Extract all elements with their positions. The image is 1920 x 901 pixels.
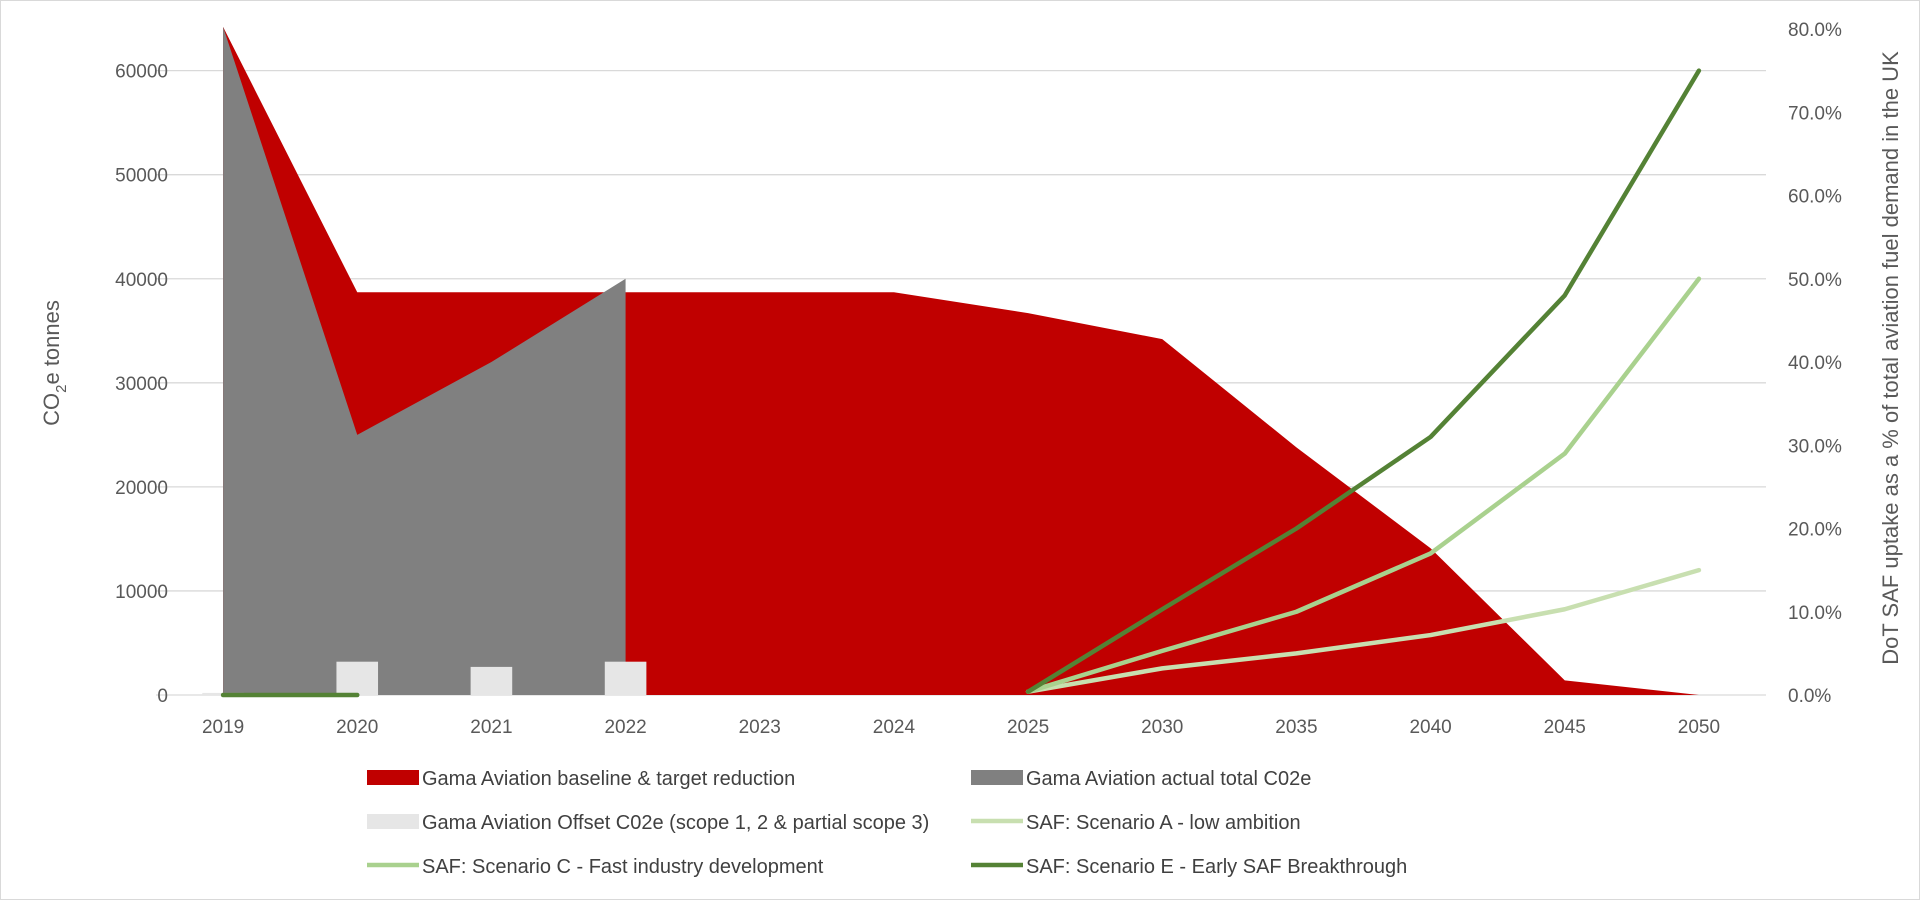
right-tick-label: 60.0% [1788, 187, 1842, 208]
left-tick-label: 30000 [115, 374, 168, 395]
left-tick-label: 50000 [115, 166, 168, 187]
left-axis-title: CO2e tonnes [39, 300, 70, 426]
legend-label: Gama Aviation baseline & target reductio… [422, 768, 795, 790]
x-tick-label: 2025 [1007, 717, 1049, 738]
line-series [220, 68, 1702, 698]
x-tick-label: 2020 [336, 717, 378, 738]
legend-swatch [367, 770, 419, 785]
bar-gama-aviation-offset-c02e-scope-1-2-partial-scope-3 [604, 661, 647, 695]
right-tick-label: 0.0% [1788, 686, 1831, 707]
bar-gama-aviation-offset-c02e-scope-1-2-partial-scope-3 [336, 661, 379, 695]
right-tick-label: 20.0% [1788, 520, 1842, 541]
right-tick-label: 40.0% [1788, 353, 1842, 374]
left-tick-label: 0 [157, 686, 168, 707]
right-tick-label: 30.0% [1788, 436, 1842, 457]
x-tick-label: 2021 [470, 717, 512, 738]
left-tick-label: 20000 [115, 478, 168, 499]
right-tick-label: 80.0% [1788, 20, 1842, 41]
legend-item: Gama Aviation Offset C02e (scope 1, 2 & … [367, 812, 929, 834]
right-tick-label: 70.0% [1788, 103, 1842, 124]
bar-series [202, 661, 647, 695]
bar-gama-aviation-offset-c02e-scope-1-2-partial-scope-3 [470, 666, 513, 695]
x-tick-label: 2045 [1544, 717, 1586, 738]
right-tick-label: 10.0% [1788, 603, 1842, 624]
left-tick-label: 60000 [115, 62, 168, 83]
legend-item: SAF: Scenario C - Fast industry developm… [367, 856, 824, 878]
x-tick-label: 2023 [739, 717, 781, 738]
legend-item: SAF: Scenario E - Early SAF Breakthrough [971, 856, 1407, 878]
line-saf-scenario-a-low-ambition [1025, 567, 1702, 694]
line-saf-scenario-e-early-saf-breakthrough [1025, 68, 1702, 694]
legend-label: Gama Aviation Offset C02e (scope 1, 2 & … [422, 812, 929, 834]
tick-labels: 0 10000 20000 30000 40000 50000 60000 0.0% 10.0%… [115, 20, 1842, 738]
area-series [223, 26, 1699, 695]
left-tick-label: 10000 [115, 582, 168, 603]
legend-label: SAF: Scenario E - Early SAF Breakthrough [1026, 856, 1407, 878]
right-axis-title: DoT SAF uptake as a % of total aviation … [1878, 51, 1903, 665]
legend-label: Gama Aviation actual total C02e [1026, 768, 1311, 790]
x-tick-label: 2050 [1678, 717, 1720, 738]
right-tick-label: 50.0% [1788, 270, 1842, 291]
area-gama-aviation-actual-total-c02e [223, 26, 626, 695]
legend-item: SAF: Scenario A - low ambition [971, 812, 1301, 834]
x-tick-label: 2022 [604, 717, 646, 738]
legend-label: SAF: Scenario A - low ambition [1026, 812, 1301, 834]
x-tick-label: 2040 [1409, 717, 1451, 738]
x-tick-label: 2019 [202, 717, 244, 738]
legend-swatch [367, 814, 419, 829]
legend-label: SAF: Scenario C - Fast industry developm… [422, 856, 824, 878]
x-tick-label: 2035 [1275, 717, 1317, 738]
legend-item: Gama Aviation actual total C02e [971, 768, 1311, 790]
x-tick-label: 2024 [873, 717, 916, 738]
left-tick-label: 40000 [115, 270, 168, 291]
legend-item: Gama Aviation baseline & target reductio… [367, 768, 795, 790]
legend-swatch [971, 770, 1023, 785]
x-tick-label: 2030 [1141, 717, 1183, 738]
legend: Gama Aviation baseline & target reductio… [367, 768, 1407, 878]
line-saf-scenario-c-fast-industry-development [1025, 276, 1702, 694]
